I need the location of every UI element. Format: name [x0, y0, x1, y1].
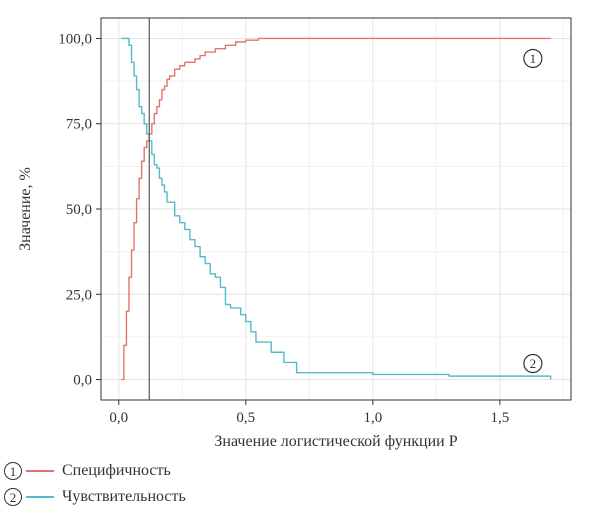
- legend-marker-1: 1: [4, 462, 22, 480]
- legend: 1 Специфичность 2 Чувствительность: [4, 458, 404, 510]
- x-tick-label: 0,5: [236, 410, 255, 426]
- series-line-2: [121, 37, 552, 380]
- series-marker-2: [523, 353, 543, 374]
- x-axis: 0,0 0,5 1,0 1,5: [109, 400, 509, 426]
- legend-item-sensitivity: 2 Чувствительность: [4, 484, 404, 510]
- x-axis-label: Значение логистической функции P: [214, 433, 457, 450]
- y-tick-label: 75,0: [66, 117, 92, 133]
- x-tick-label: 0,0: [109, 410, 128, 426]
- y-tick-label: 100,0: [58, 31, 92, 47]
- legend-swatch-specificity: [26, 470, 54, 472]
- series-line-1: [121, 37, 551, 381]
- series-marker-1: [523, 48, 543, 69]
- y-tick-label: 50,0: [66, 202, 92, 218]
- x-tick-label: 1,5: [490, 410, 509, 426]
- series-marker-label: 2: [530, 356, 537, 371]
- legend-swatch-sensitivity: [26, 496, 54, 498]
- series: [121, 37, 552, 381]
- y-tick-label: 25,0: [66, 287, 92, 303]
- series-marker-label: 1: [530, 51, 537, 66]
- x-tick-label: 1,0: [363, 410, 382, 426]
- legend-marker-2: 2: [4, 488, 22, 506]
- legend-label-specificity: Специфичность: [62, 462, 171, 479]
- y-axis: 0,0 25,0 50,0 75,0 100,0: [58, 31, 101, 389]
- y-tick-label: 0,0: [73, 373, 92, 389]
- legend-label-sensitivity: Чувствительность: [62, 488, 186, 505]
- y-axis-label: Значение, %: [17, 167, 34, 251]
- legend-item-specificity: 1 Специфичность: [4, 458, 404, 484]
- series-markers: 12: [523, 48, 543, 374]
